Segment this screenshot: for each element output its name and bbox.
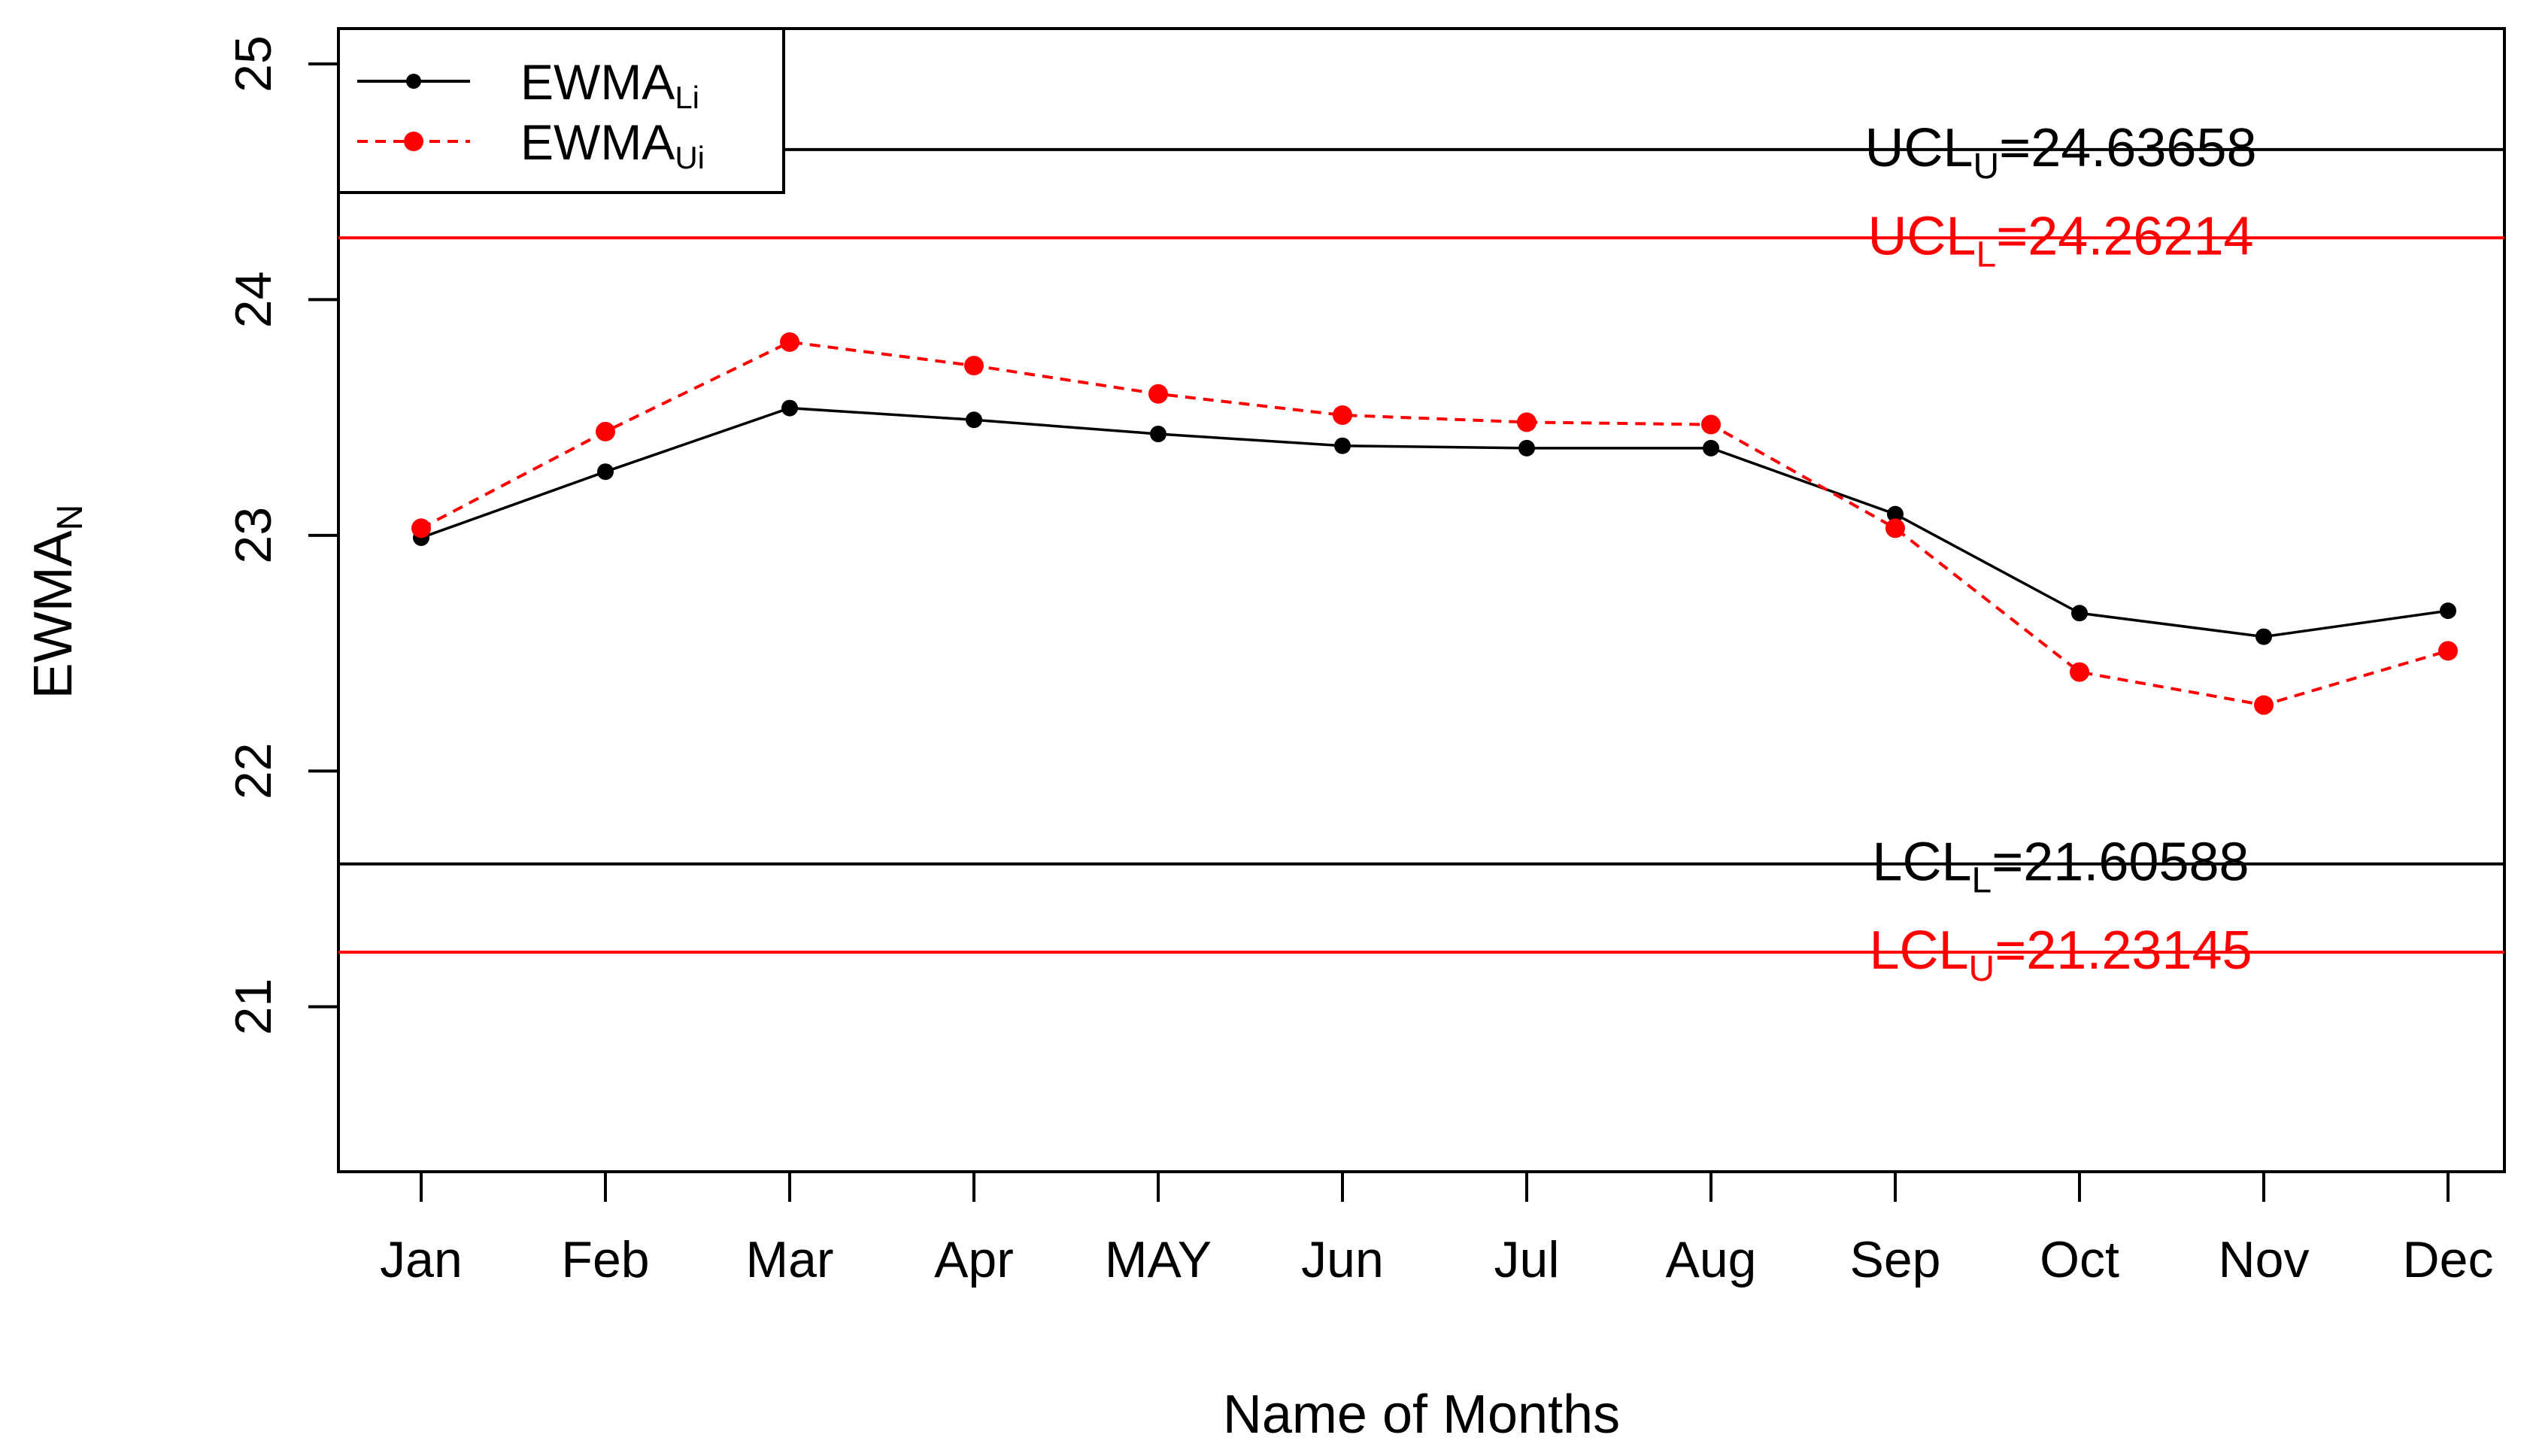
legend-label-sub: Li bbox=[675, 80, 699, 115]
data-point-li bbox=[966, 411, 982, 429]
series-line-li bbox=[420, 406, 2449, 639]
data-point-ui bbox=[2070, 662, 2089, 682]
plot-frame bbox=[337, 27, 2506, 1173]
control-line-label: UCLL=24.26214 bbox=[1867, 206, 2253, 275]
data-point-li bbox=[2440, 602, 2456, 620]
legend-label-sub: Ui bbox=[675, 140, 705, 175]
legend-marker bbox=[404, 132, 423, 151]
y-axis-title-sub: N bbox=[50, 505, 90, 531]
data-point-ui bbox=[964, 356, 984, 376]
x-tick-label: MAY bbox=[1105, 1231, 1212, 1288]
y-tick-label: 22 bbox=[225, 742, 282, 799]
data-point-ui bbox=[1701, 414, 1721, 435]
y-axis-title: EWMAN bbox=[23, 505, 90, 699]
y-tick-label: 24 bbox=[225, 271, 282, 329]
data-point-ui bbox=[1885, 518, 1905, 538]
data-point-li bbox=[1334, 437, 1351, 454]
y-tick-label: 21 bbox=[225, 978, 282, 1036]
control-label-base: UCL bbox=[1867, 206, 1976, 266]
series-line-ui bbox=[420, 340, 2449, 707]
data-point-ui bbox=[596, 421, 615, 441]
control-label-sub: L bbox=[1976, 235, 1996, 275]
legend-label-base: EWMA bbox=[520, 54, 675, 110]
control-line-label: LCLU=21.23145 bbox=[1869, 921, 2252, 989]
x-tick-label: Nov bbox=[2219, 1231, 2310, 1288]
x-tick-label: Feb bbox=[561, 1231, 649, 1288]
control-label-value: =24.26214 bbox=[1996, 206, 2253, 266]
legend-marker bbox=[406, 74, 421, 89]
x-tick-label: Jan bbox=[380, 1231, 463, 1288]
x-axis-title: Name of Months bbox=[1223, 1385, 1620, 1445]
control-label-base: LCL bbox=[1872, 833, 1971, 893]
control-label-value: =24.63658 bbox=[1999, 118, 2256, 178]
y-axis: 21 22 23 24 25 bbox=[225, 35, 338, 1035]
legend-label: EWMALi bbox=[520, 54, 699, 115]
control-label-base: LCL bbox=[1869, 921, 1968, 981]
x-tick-label: Jun bbox=[1301, 1231, 1384, 1288]
control-label-sub: U bbox=[1969, 949, 1995, 989]
data-point-li bbox=[1150, 426, 1166, 443]
control-lines: UCLU=24.63658UCLL=24.26214LCLL=21.60588L… bbox=[338, 118, 2504, 989]
data-point-li bbox=[1703, 439, 1719, 457]
data-point-li bbox=[1518, 439, 1535, 457]
x-axis: Jan Feb Mar Apr MAY Jun Jul Aug Sep Oct Nov Dec bbox=[380, 1172, 2493, 1288]
x-tick-label: Jul bbox=[1494, 1231, 1560, 1288]
data-point-li bbox=[2071, 605, 2088, 622]
data-point-ui bbox=[411, 518, 431, 538]
x-tick-label: Oct bbox=[2040, 1231, 2119, 1288]
legend-box bbox=[337, 27, 785, 194]
data-point-ui bbox=[2254, 695, 2274, 715]
control-line-label: UCLU=24.63658 bbox=[1864, 118, 2256, 187]
data-point-ui bbox=[1148, 384, 1168, 404]
control-label-sub: L bbox=[1972, 861, 1992, 901]
x-tick-label: Dec bbox=[2403, 1231, 2494, 1288]
x-tick-label: Aug bbox=[1666, 1231, 1757, 1288]
y-axis-title-base: EWMA bbox=[23, 530, 83, 699]
y-tick-label: 25 bbox=[225, 35, 282, 93]
data-point-li bbox=[1887, 505, 1904, 523]
data-point-ui bbox=[780, 332, 799, 352]
x-tick-label: Sep bbox=[1850, 1231, 1941, 1288]
control-label-base: UCL bbox=[1864, 118, 1973, 178]
control-label-value: =21.23145 bbox=[1995, 921, 2252, 981]
data-point-li bbox=[781, 399, 798, 417]
control-line-label: LCLL=21.60588 bbox=[1872, 833, 2249, 901]
legend-label: EWMAUi bbox=[520, 114, 705, 175]
control-label-value: =21.60588 bbox=[1992, 833, 2249, 893]
data-point-li bbox=[597, 463, 614, 481]
data-point-ui bbox=[1333, 405, 1352, 425]
series-group bbox=[411, 332, 2458, 715]
data-point-ui bbox=[1517, 412, 1537, 432]
control-label-sub: U bbox=[1973, 147, 2000, 187]
legend-label-base: EWMA bbox=[520, 114, 675, 170]
y-tick-label: 23 bbox=[225, 507, 282, 564]
x-tick-label: Mar bbox=[745, 1231, 833, 1288]
data-point-li bbox=[2255, 628, 2272, 645]
x-tick-label: Apr bbox=[934, 1231, 1014, 1288]
data-point-ui bbox=[2438, 641, 2458, 661]
